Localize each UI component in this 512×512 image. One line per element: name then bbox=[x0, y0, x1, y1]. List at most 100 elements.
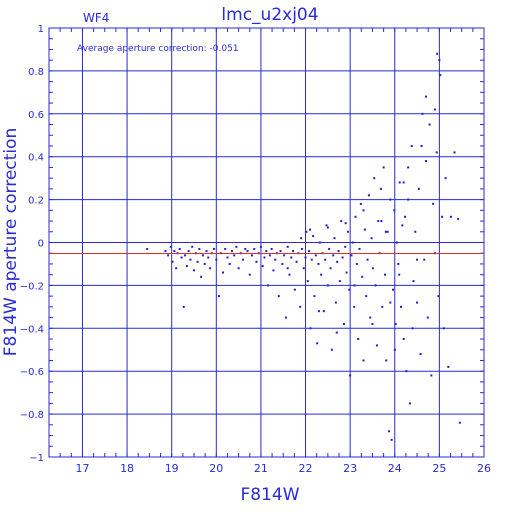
y-tick-label: 0.6 bbox=[28, 110, 44, 121]
data-point bbox=[248, 273, 251, 276]
data-point bbox=[193, 269, 195, 272]
data-point bbox=[207, 256, 210, 259]
data-point bbox=[215, 258, 218, 261]
data-point bbox=[228, 262, 231, 265]
data-point bbox=[391, 288, 394, 291]
data-point bbox=[279, 250, 282, 253]
chart-subtitle: WF4 bbox=[83, 11, 109, 25]
tick-labels: 17 18 19 20 21 22 23 24 25 26 −1 −0.8 −0.6 −0.4 −0.2 0 0… bbox=[20, 24, 491, 475]
data-point bbox=[329, 267, 332, 270]
data-point bbox=[175, 267, 178, 270]
data-point bbox=[417, 187, 420, 190]
data-point bbox=[402, 181, 405, 184]
data-point bbox=[389, 301, 392, 304]
data-point bbox=[359, 202, 362, 205]
data-point bbox=[419, 353, 422, 356]
data-point bbox=[286, 245, 289, 248]
data-point bbox=[387, 430, 390, 433]
data-point bbox=[304, 256, 307, 259]
data-point bbox=[426, 316, 429, 319]
data-point bbox=[230, 250, 233, 253]
x-tick-label: 24 bbox=[388, 462, 402, 475]
x-tick-label: 19 bbox=[165, 462, 179, 475]
y-tick-label: 0.8 bbox=[28, 67, 44, 78]
x-tick-label: 22 bbox=[299, 462, 313, 475]
data-point bbox=[401, 224, 404, 227]
data-point bbox=[398, 273, 401, 276]
data-point bbox=[299, 305, 302, 308]
data-point bbox=[317, 310, 320, 313]
data-point bbox=[146, 247, 149, 250]
data-point bbox=[397, 262, 400, 265]
data-point bbox=[259, 245, 262, 248]
y-axis-label: F814W aperture correction bbox=[1, 128, 21, 356]
data-point bbox=[444, 177, 447, 180]
data-point bbox=[226, 256, 229, 259]
data-point bbox=[326, 284, 329, 287]
data-point bbox=[295, 260, 298, 263]
y-tick-label: −0.6 bbox=[20, 367, 44, 378]
y-tick-label: 1 bbox=[38, 24, 44, 35]
data-point bbox=[439, 74, 442, 77]
data-point bbox=[410, 144, 413, 147]
data-point bbox=[447, 365, 450, 368]
data-point bbox=[425, 95, 427, 98]
data-point bbox=[328, 247, 331, 250]
data-point bbox=[263, 256, 266, 259]
chart-annotation: Average aperture correction: -0.051 bbox=[77, 44, 239, 54]
data-point bbox=[400, 305, 403, 308]
data-point bbox=[338, 280, 341, 283]
data-point bbox=[432, 202, 435, 205]
x-tick-label: 20 bbox=[209, 462, 223, 475]
data-point bbox=[267, 284, 270, 287]
data-point bbox=[334, 301, 337, 304]
data-point bbox=[251, 254, 253, 257]
data-point bbox=[286, 267, 289, 270]
data-point bbox=[385, 359, 388, 362]
data-point bbox=[407, 166, 410, 169]
data-point bbox=[272, 269, 275, 272]
data-point bbox=[366, 258, 369, 261]
data-point bbox=[200, 275, 203, 278]
data-point bbox=[325, 224, 328, 227]
data-point bbox=[416, 258, 419, 261]
data-point bbox=[201, 254, 204, 257]
data-point bbox=[337, 250, 340, 253]
data-point bbox=[335, 331, 338, 334]
data-point bbox=[237, 267, 240, 270]
data-point bbox=[320, 273, 323, 276]
data-point bbox=[187, 250, 190, 253]
data-point bbox=[344, 222, 347, 225]
data-point bbox=[363, 228, 366, 231]
data-point bbox=[421, 112, 424, 115]
data-point bbox=[300, 237, 303, 240]
data-point bbox=[318, 241, 321, 244]
data-point bbox=[191, 245, 194, 248]
x-tick-label: 21 bbox=[254, 462, 268, 475]
data-point bbox=[433, 108, 436, 111]
y-tick-label: −0.8 bbox=[20, 410, 44, 421]
data-point bbox=[390, 438, 393, 441]
data-point bbox=[453, 151, 456, 154]
data-point bbox=[205, 250, 208, 253]
data-point bbox=[182, 305, 185, 308]
data-point bbox=[283, 254, 286, 257]
data-point bbox=[185, 265, 188, 268]
data-point bbox=[370, 237, 373, 240]
data-point bbox=[393, 348, 396, 351]
data-point bbox=[423, 258, 426, 261]
data-point bbox=[414, 230, 417, 233]
chart-title: lmc_u2xj04 bbox=[221, 5, 318, 25]
data-point bbox=[381, 305, 384, 308]
data-point bbox=[358, 247, 361, 250]
data-point bbox=[196, 260, 199, 263]
data-point bbox=[274, 258, 277, 261]
data-point bbox=[394, 323, 397, 326]
data-point bbox=[326, 226, 329, 229]
data-point bbox=[436, 52, 439, 55]
data-point bbox=[402, 338, 405, 341]
data-point bbox=[408, 402, 411, 405]
data-point bbox=[233, 254, 236, 257]
x-tick-label: 25 bbox=[432, 462, 446, 475]
data-point bbox=[332, 254, 335, 257]
